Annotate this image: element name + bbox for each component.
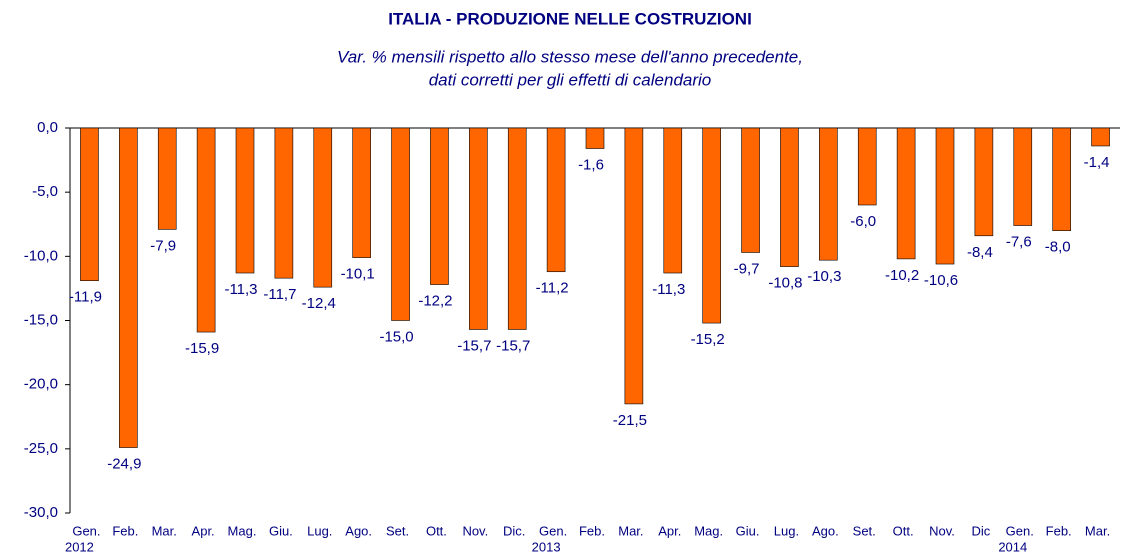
- bar: [624, 127, 644, 405]
- y-tick-label: -15,0: [24, 311, 58, 328]
- x-tick-label: Giu.: [269, 523, 293, 538]
- y-tick-label: -5,0: [32, 183, 58, 200]
- value-label: -12,4: [302, 295, 336, 312]
- x-tick-label: Set.: [386, 523, 409, 538]
- bar: [157, 127, 177, 230]
- value-label: -15,7: [457, 337, 491, 354]
- bar: [663, 127, 683, 274]
- year-label: 2014: [998, 539, 1027, 554]
- value-label: -7,9: [150, 237, 176, 254]
- value-label: -10,3: [807, 268, 841, 285]
- y-tick-label: -25,0: [24, 440, 58, 457]
- value-label: -8,0: [1045, 239, 1071, 256]
- x-tick-label: Gen.: [1006, 523, 1034, 538]
- value-label: -1,6: [578, 157, 604, 174]
- x-tick-label: Set.: [853, 523, 876, 538]
- x-tick-label: Ago.: [345, 523, 372, 538]
- bar: [896, 127, 916, 260]
- bar: [1052, 127, 1071, 231]
- bar: [469, 127, 488, 330]
- x-tick-label: Ott.: [426, 523, 447, 538]
- bar: [857, 127, 877, 206]
- value-label: -11,3: [224, 281, 257, 298]
- bar: [80, 127, 99, 282]
- x-tick-label: Dic: [971, 523, 990, 538]
- x-tick-label: Apr.: [658, 523, 681, 538]
- x-tick-label: Dic.: [503, 523, 525, 538]
- y-tick-label: -20,0: [24, 376, 58, 393]
- x-tick-label: Mar.: [618, 523, 643, 538]
- value-label: -10,2: [885, 267, 919, 284]
- x-tick-label: Mar.: [1085, 523, 1110, 538]
- value-label: -11,7: [263, 286, 296, 303]
- chart-subtitle: dati corretti per gli effetti di calenda…: [429, 70, 712, 89]
- y-tick-label: -30,0: [24, 504, 58, 521]
- value-label: -11,3: [652, 281, 685, 298]
- x-tick-label: Feb.: [112, 523, 138, 538]
- bar: [196, 127, 216, 333]
- bar: [1013, 127, 1033, 226]
- chart-title: ITALIA - PRODUZIONE NELLE COSTRUZIONI: [388, 9, 752, 28]
- x-tick-label: Mag.: [694, 523, 723, 538]
- value-label: -11,9: [69, 289, 102, 306]
- x-tick-label: Nov.: [462, 523, 488, 538]
- bar: [235, 127, 255, 274]
- bar: [974, 127, 994, 237]
- value-label: -6,0: [850, 213, 876, 230]
- value-label: -9,7: [734, 260, 760, 277]
- bar: [507, 127, 527, 330]
- y-tick-label: -10,0: [24, 247, 58, 264]
- bar: [313, 127, 333, 288]
- bar: [352, 127, 371, 258]
- value-label: -7,6: [1006, 234, 1032, 251]
- value-label: -11,2: [536, 280, 569, 297]
- x-tick-label: Mar.: [152, 523, 177, 538]
- value-label: -21,5: [613, 412, 647, 429]
- x-tick-label: Giu.: [736, 523, 760, 538]
- bar: [702, 127, 721, 324]
- x-tick-label: Mag.: [228, 523, 257, 538]
- bar: [391, 127, 410, 321]
- chart-subtitle: Var. % mensili rispetto allo stesso mese…: [337, 47, 803, 66]
- year-label: 2012: [65, 539, 94, 554]
- x-tick-label: Lug.: [774, 523, 799, 538]
- value-label: -10,1: [341, 266, 375, 283]
- bar: [430, 127, 449, 285]
- value-label: -24,9: [107, 456, 141, 473]
- x-tick-label: Feb.: [1046, 523, 1072, 538]
- bar: [585, 127, 605, 149]
- bar: [780, 127, 799, 267]
- x-tick-label: Feb.: [579, 523, 605, 538]
- value-label: -15,9: [185, 340, 219, 357]
- bar: [546, 127, 566, 273]
- bar: [819, 127, 838, 261]
- value-label: -10,6: [924, 272, 958, 289]
- value-label: -10,8: [768, 275, 802, 292]
- x-tick-label: Gen.: [539, 523, 567, 538]
- x-tick-label: Lug.: [307, 523, 332, 538]
- bar: [935, 127, 955, 265]
- year-label: 2013: [532, 539, 561, 554]
- x-tick-label: Nov.: [929, 523, 955, 538]
- bar: [119, 127, 138, 448]
- x-tick-label: Ago.: [812, 523, 839, 538]
- y-tick-label: 0,0: [37, 119, 58, 136]
- bar: [741, 127, 760, 253]
- value-label: -15,7: [496, 337, 530, 354]
- bar: [1091, 127, 1110, 147]
- value-label: -12,2: [418, 293, 452, 310]
- x-tick-label: Ott.: [893, 523, 914, 538]
- x-tick-label: Gen.: [72, 523, 100, 538]
- x-tick-label: Apr.: [192, 523, 215, 538]
- value-label: -1,4: [1084, 154, 1110, 171]
- value-label: -15,0: [379, 328, 413, 345]
- value-label: -8,4: [967, 244, 993, 261]
- bar: [274, 127, 294, 279]
- value-label: -15,2: [691, 331, 725, 348]
